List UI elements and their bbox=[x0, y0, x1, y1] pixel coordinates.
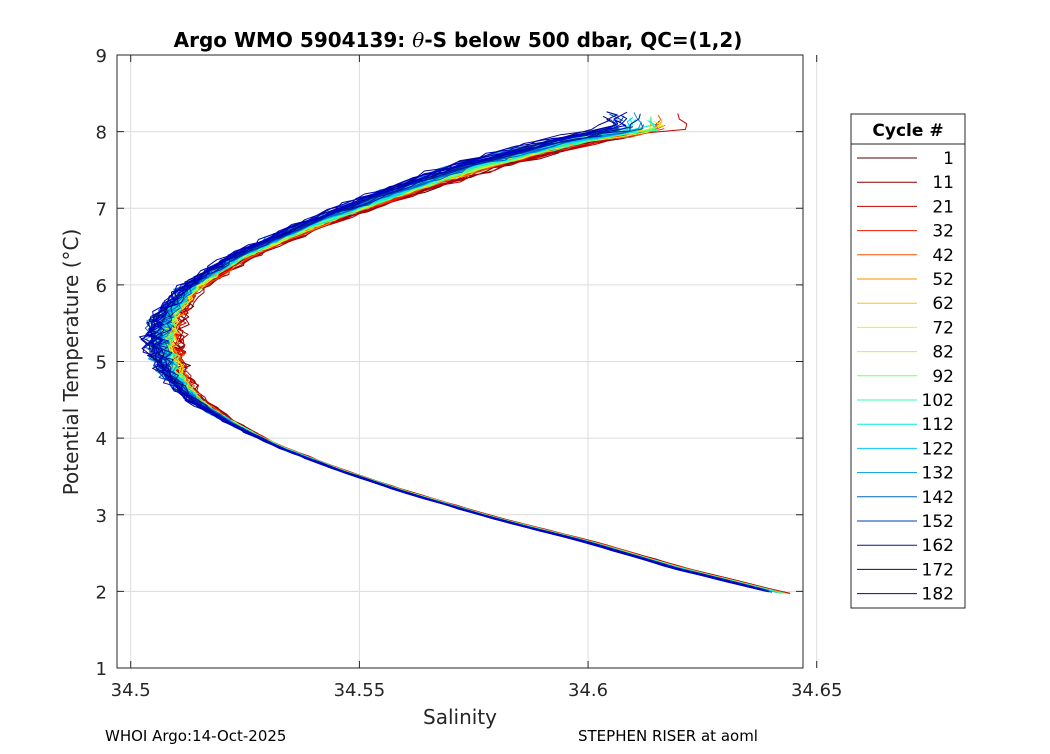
legend-label-21: 21 bbox=[932, 197, 954, 217]
legend-label-182: 182 bbox=[922, 585, 954, 605]
y-tick-label: 9 bbox=[96, 46, 107, 67]
y-tick-label: 6 bbox=[96, 276, 107, 297]
x-tick-label: 34.5 bbox=[111, 680, 151, 701]
legend: Cycle # 11121324252627282921021121221321… bbox=[850, 113, 966, 609]
footer-left-annotation: WHOI Argo:14-Oct-2025 bbox=[105, 727, 286, 745]
y-axis-label: Potential Temperature (°C) bbox=[59, 229, 83, 496]
y-tick-label: 3 bbox=[96, 506, 107, 527]
y-tick-label: 1 bbox=[96, 659, 107, 680]
legend-label-82: 82 bbox=[932, 343, 954, 363]
legend-label-172: 172 bbox=[922, 560, 954, 580]
x-tick-label: 34.6 bbox=[568, 680, 608, 701]
chart-title: Argo WMO 5904139: θ-S below 500 dbar, QC… bbox=[174, 28, 743, 52]
legend-label-132: 132 bbox=[922, 464, 954, 484]
y-tick-label: 8 bbox=[96, 123, 107, 144]
grid bbox=[117, 54, 818, 669]
legend-label-162: 162 bbox=[922, 536, 954, 556]
legend-title: Cycle # bbox=[872, 121, 943, 141]
legend-label-142: 142 bbox=[922, 488, 954, 508]
y-tick-label: 2 bbox=[96, 582, 107, 603]
y-tick-label: 7 bbox=[96, 199, 107, 220]
x-axis-label: Salinity bbox=[423, 705, 497, 729]
y-tick-label: 5 bbox=[96, 353, 107, 374]
legend-label-102: 102 bbox=[922, 391, 954, 411]
profiles bbox=[139, 111, 791, 594]
legend-label-52: 52 bbox=[932, 270, 954, 290]
legend-label-112: 112 bbox=[922, 415, 954, 435]
legend-label-92: 92 bbox=[932, 367, 954, 387]
legend-box bbox=[850, 113, 966, 609]
profile-group-182 bbox=[142, 111, 765, 592]
profile-line-182 bbox=[151, 150, 761, 591]
footer-right-annotation: STEPHEN RISER at aoml bbox=[578, 727, 758, 745]
legend-label-72: 72 bbox=[932, 318, 954, 338]
legend-label-122: 122 bbox=[922, 439, 954, 459]
x-tick-label: 34.55 bbox=[334, 680, 386, 701]
legend-label-32: 32 bbox=[932, 222, 954, 242]
y-tick-label: 4 bbox=[96, 429, 107, 450]
legend-label-11: 11 bbox=[932, 173, 954, 193]
legend-label-1: 1 bbox=[943, 149, 954, 169]
y-axis-ticks: 1 2 3 4 5 6 7 8 9 bbox=[96, 46, 803, 680]
x-tick-label: 34.65 bbox=[791, 680, 843, 701]
x-axis-ticks: 34.5 34.55 34.6 34.65 bbox=[111, 55, 843, 701]
legend-label-42: 42 bbox=[932, 246, 954, 266]
legend-label-152: 152 bbox=[922, 512, 954, 532]
legend-label-62: 62 bbox=[932, 294, 954, 314]
